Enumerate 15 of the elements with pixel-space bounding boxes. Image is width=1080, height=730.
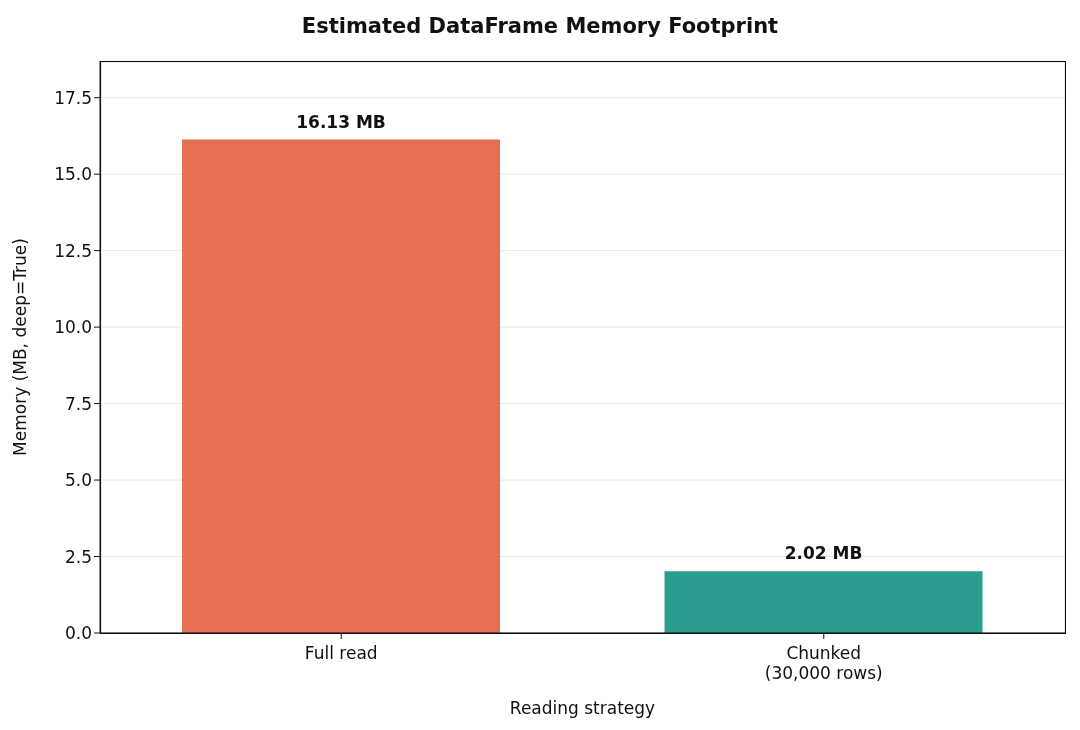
x-tick-label: Chunked (30,000 rows) xyxy=(764,643,883,683)
y-axis-title: Memory (MB, deep=True) xyxy=(10,238,31,456)
y-tick-label: 12.5 xyxy=(54,240,92,261)
chart-title: Estimated DataFrame Memory Footprint xyxy=(300,14,780,38)
y-tick-label: 2.5 xyxy=(64,546,92,567)
y-tick-label: 10.0 xyxy=(54,317,92,338)
data-label: 2.02 MB xyxy=(784,543,863,564)
y-tick-label: 5.0 xyxy=(64,470,92,491)
y-tick-label: 17.5 xyxy=(54,87,92,108)
y-tick-label: 0.0 xyxy=(64,623,92,644)
x-tick-label: Full read xyxy=(304,643,378,663)
y-tick-label: 7.5 xyxy=(64,393,92,414)
x-axis-title: Reading strategy xyxy=(509,698,656,718)
y-tick-label: 15.0 xyxy=(54,164,92,185)
data-label: 16.13 MB xyxy=(296,111,386,132)
